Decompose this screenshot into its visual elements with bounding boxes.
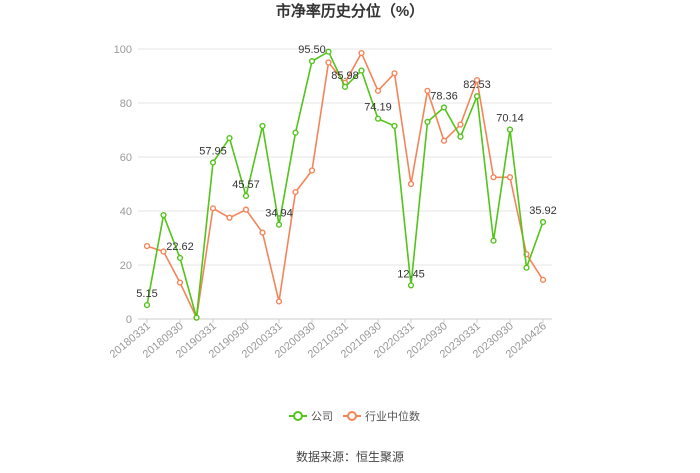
y-tick-label: 40	[120, 206, 132, 218]
data-label: 45.57	[232, 179, 260, 191]
data-label: 57.95	[199, 146, 227, 158]
legend-swatch-marker	[293, 411, 303, 421]
data-point[interactable]	[523, 264, 530, 271]
y-tick-label: 80	[120, 98, 132, 110]
data-point[interactable]	[259, 229, 266, 236]
data-point[interactable]	[539, 218, 547, 226]
series	[143, 48, 547, 321]
data-point[interactable]	[259, 122, 266, 130]
data-label: 95.50	[298, 44, 326, 56]
data-label: 78.36	[430, 90, 458, 102]
legend-label: 行业中位数	[365, 409, 420, 423]
data-point[interactable]	[176, 254, 184, 262]
x-axis: 2018033120180930201903312019093020200331…	[108, 319, 549, 361]
legend[interactable]: 公司 行业中位数	[289, 409, 420, 423]
data-label: 34.94	[265, 208, 293, 220]
legend-item-industry-median[interactable]: 行业中位数	[343, 409, 420, 423]
data-point[interactable]	[490, 237, 497, 244]
data-point[interactable]	[391, 122, 398, 130]
data-label: 12.45	[397, 268, 425, 280]
data-point[interactable]	[440, 104, 448, 111]
legend-label: 公司	[311, 411, 333, 423]
data-point[interactable]	[358, 49, 365, 57]
data-point[interactable]	[374, 87, 382, 94]
data-point[interactable]	[473, 93, 481, 100]
data-point[interactable]	[424, 118, 431, 126]
y-tick-label: 0	[126, 314, 132, 326]
data-point[interactable]	[308, 58, 316, 65]
data-point[interactable]	[358, 67, 365, 74]
data-point[interactable]	[226, 214, 233, 221]
source-text: 数据来源：恒生聚源	[296, 449, 404, 464]
y-tick-label: 20	[120, 260, 132, 272]
data-point[interactable]	[407, 282, 415, 289]
data-label: 5.15	[136, 288, 157, 300]
legend-swatch-marker	[347, 411, 357, 421]
data-point[interactable]	[226, 135, 233, 142]
grid	[138, 48, 552, 320]
data-point[interactable]	[209, 205, 217, 212]
data-point[interactable]	[325, 48, 332, 55]
chart-title: 市净率历史分位（%）	[276, 2, 424, 20]
data-point[interactable]	[325, 59, 332, 66]
series-industry-median	[143, 49, 547, 321]
legend-item-company[interactable]: 公司	[289, 411, 333, 423]
data-point[interactable]	[160, 211, 167, 219]
data-point[interactable]	[193, 314, 200, 321]
data-point[interactable]	[407, 180, 415, 188]
data-labels: 5.15 22.62 57.95 45.57 34.94 95.50 85.98 74.19 1…	[136, 44, 556, 300]
data-point[interactable]	[275, 298, 283, 305]
data-point[interactable]	[457, 121, 464, 128]
data-label: 85.98	[331, 70, 359, 82]
data-point[interactable]	[176, 279, 184, 286]
data-point[interactable]	[143, 301, 151, 309]
data-point[interactable]	[292, 129, 299, 136]
data-point[interactable]	[506, 126, 514, 133]
data-point[interactable]	[473, 76, 481, 84]
y-tick-label: 60	[120, 152, 132, 164]
data-label: 22.62	[166, 241, 194, 253]
y-tick-label: 100	[114, 44, 132, 56]
data-point[interactable]	[242, 206, 250, 213]
data-point[interactable]	[490, 174, 497, 181]
y-axis: 0 20 40 60 80 100	[114, 44, 132, 326]
series-company	[143, 48, 547, 321]
data-point[interactable]	[539, 276, 547, 283]
data-point[interactable]	[341, 83, 349, 90]
data-point[interactable]	[292, 189, 299, 196]
data-label: 70.14	[496, 113, 524, 125]
data-point[interactable]	[242, 192, 250, 200]
data-point[interactable]	[374, 115, 382, 122]
data-point[interactable]	[424, 87, 431, 94]
data-point[interactable]	[506, 174, 514, 181]
series-line	[146, 51, 544, 321]
data-point[interactable]	[143, 243, 151, 250]
data-label: 82.53	[463, 79, 491, 91]
data-label: 35.92	[529, 205, 557, 217]
data-point[interactable]	[391, 70, 398, 77]
data-point[interactable]	[308, 167, 316, 174]
data-point[interactable]	[209, 159, 217, 166]
series-line	[146, 50, 544, 318]
data-point[interactable]	[275, 221, 283, 228]
data-point[interactable]	[440, 137, 448, 144]
data-point[interactable]	[160, 248, 167, 255]
data-label: 74.19	[364, 102, 392, 114]
data-point[interactable]	[457, 133, 464, 140]
